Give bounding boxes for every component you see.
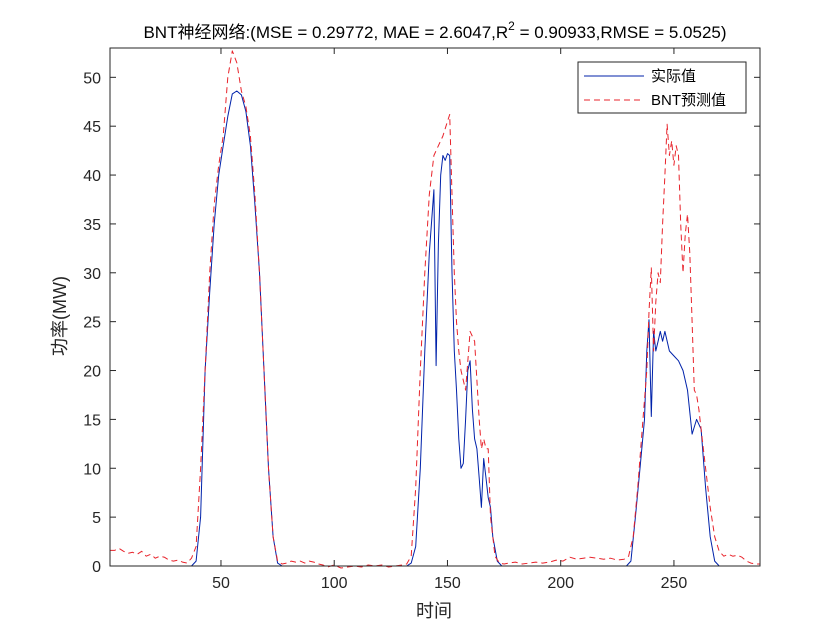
y-tick-label: 20	[83, 364, 101, 381]
legend-label-predicted: BNT预测值	[651, 92, 726, 109]
series-line-actual	[110, 90, 760, 567]
x-tick-label: 250	[661, 575, 688, 592]
chart-title-rest: = 0.90933,RMSE = 5.0525)	[515, 23, 727, 42]
series-layer	[110, 50, 760, 569]
y-tick-label: 0	[92, 559, 101, 576]
plot-area: 50 100 150 200 250 0 5 10 15 20 25 30 35 40 45 50	[83, 47, 761, 592]
y-tick-label: 15	[83, 412, 101, 429]
y-tick-label: 5	[92, 510, 101, 527]
legend-box	[577, 61, 747, 114]
legend-label-actual: 实际值	[651, 68, 696, 85]
x-tick-label: 100	[321, 575, 348, 592]
y-tick-label: 50	[83, 70, 101, 87]
y-tick-label: 10	[83, 461, 101, 478]
chart-title-main: BNT神经网络:(MSE = 0.29772, MAE = 2.6047,R	[143, 23, 508, 42]
chart-title: BNT神经网络:(MSE = 0.29772, MAE = 2.6047,R2 …	[143, 19, 726, 42]
chart-title-superscript: 2	[508, 19, 515, 33]
plot-border	[109, 47, 761, 567]
y-tick-label: 35	[83, 217, 101, 234]
y-axis: 0 5 10 15 20 25 30 35 40 45 50	[83, 70, 760, 576]
series-line-predicted	[110, 50, 760, 569]
y-tick-label: 40	[83, 168, 101, 185]
y-tick-label: 25	[83, 315, 101, 332]
y-tick-label: 30	[83, 266, 101, 283]
y-tick-label: 45	[83, 119, 101, 136]
x-tick-label: 200	[547, 575, 574, 592]
x-tick-label: 50	[212, 575, 230, 592]
legend: 实际值 BNT预测值	[577, 61, 747, 114]
x-axis-label: 时间	[416, 601, 452, 621]
y-axis-label: 功率(MW)	[50, 276, 70, 356]
x-tick-label: 150	[434, 575, 461, 592]
x-axis: 50 100 150 200 250	[212, 48, 687, 592]
